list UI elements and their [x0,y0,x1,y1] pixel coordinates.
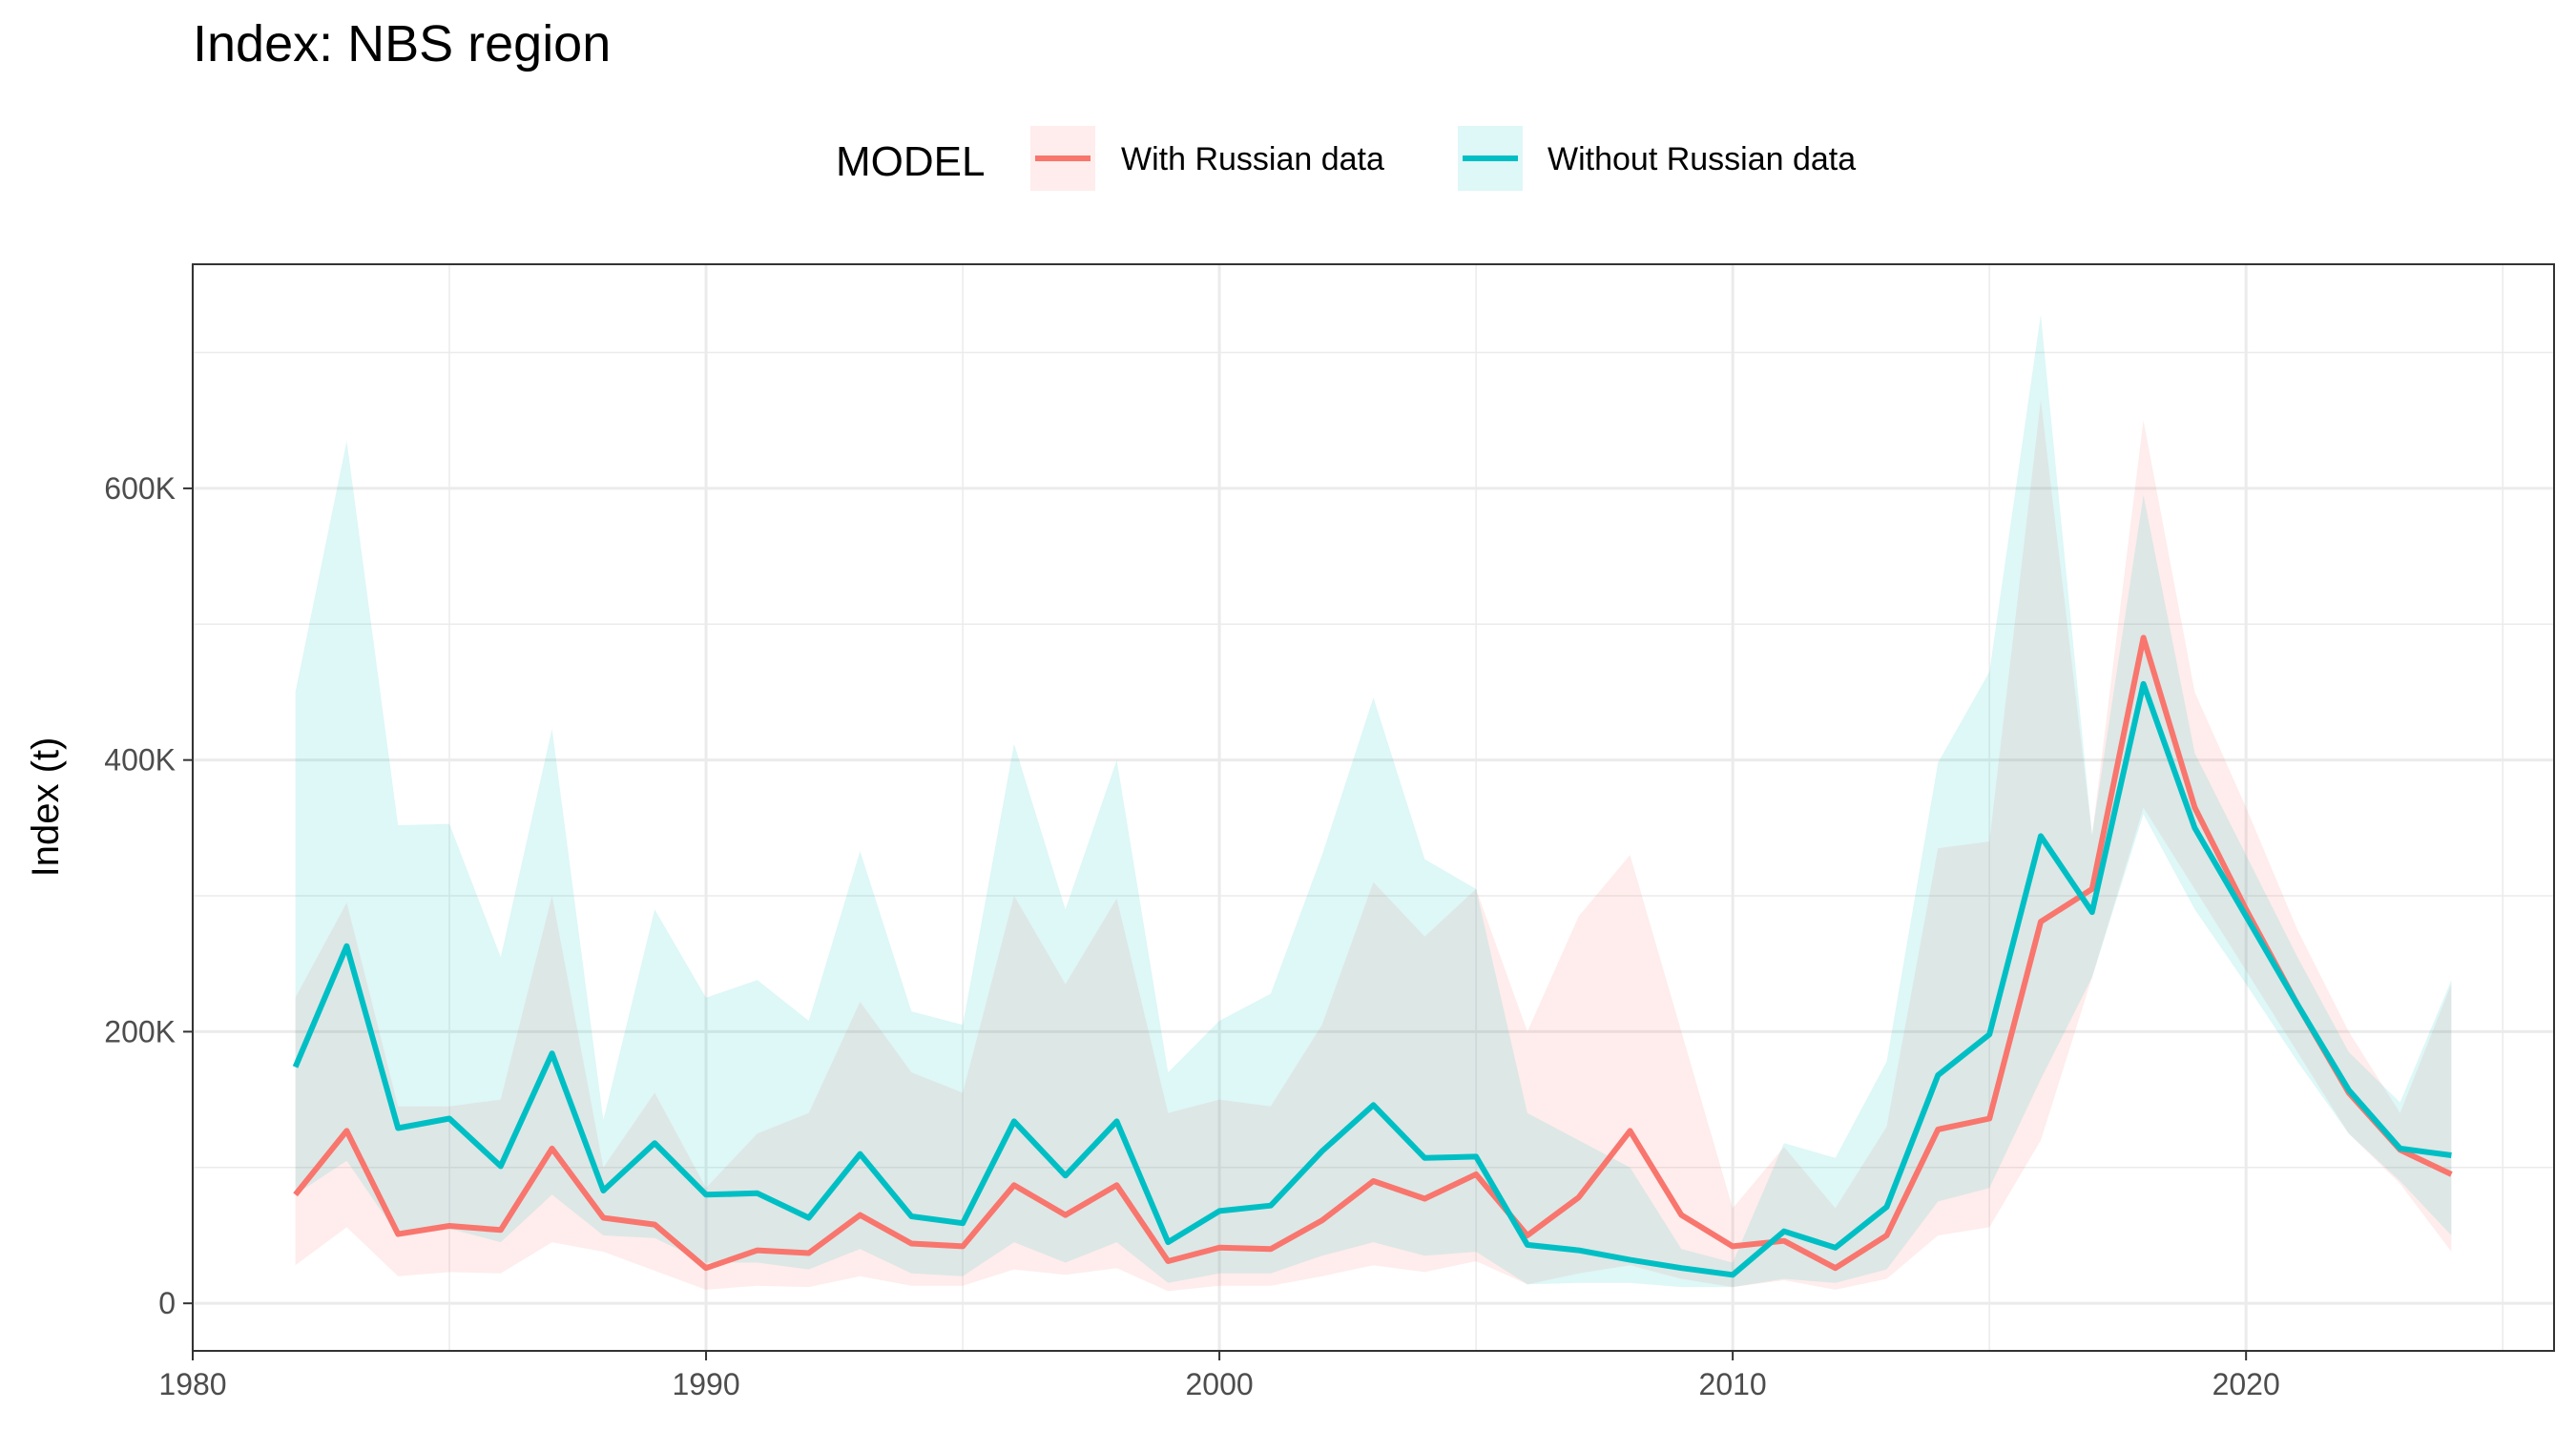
x-tick-label: 2010 [1699,1367,1767,1401]
legend: MODEL With Russian data Without Russian … [836,126,1856,191]
panel-border [192,263,2555,1352]
panel-background [193,264,2554,1351]
x-axis: 1980 1990 2000 2010 2020 [158,1351,2280,1401]
y-tick-label: 400K [104,743,176,778]
y-tick-label: 200K [104,1014,176,1048]
grid-minor [193,264,2554,1351]
ribbon-with-russian-data [295,400,2452,1292]
line-with-russian-data [293,634,2453,1272]
legend-label-with-russian-data: With Russian data [1121,141,1384,177]
y-tick-label: 600K [104,471,176,506]
x-tick-label: 2000 [1185,1367,1253,1401]
ribbons [295,314,2452,1292]
y-axis: 0 200K 400K 600K [104,471,193,1320]
series-lines [292,634,2453,1278]
legend-label-without-russian-data: Without Russian data [1548,141,1856,177]
line-without-russian-data [292,680,2452,1278]
plot-panel [191,263,2555,1352]
legend-title: MODEL [836,138,985,185]
y-axis-title: Index (t) [25,737,67,878]
x-tick-label: 1990 [672,1367,739,1401]
chart-title: Index: NBS region [193,15,611,73]
ribbon-without-russian-data [295,314,2452,1288]
y-tick-label: 0 [158,1286,176,1320]
x-tick-label: 1980 [158,1367,226,1401]
x-tick-label: 2020 [2212,1367,2280,1401]
